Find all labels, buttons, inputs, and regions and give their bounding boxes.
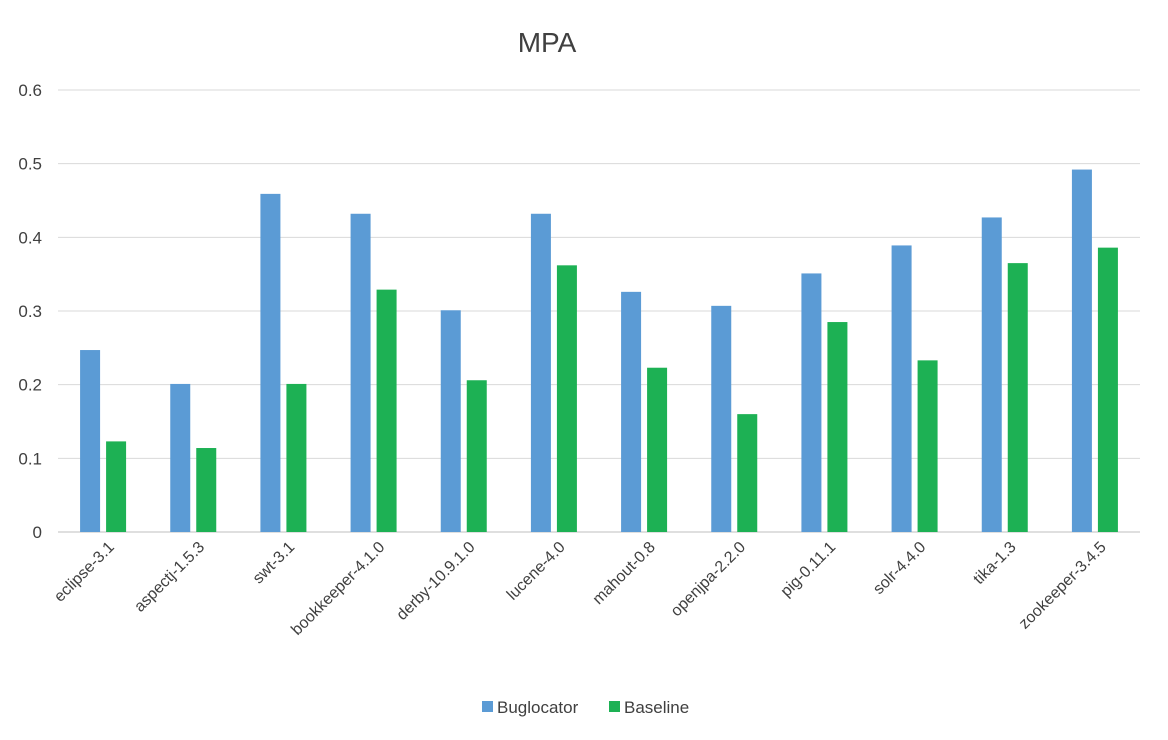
bar-buglocator: [260, 193, 281, 532]
bar-baseline: [1007, 263, 1028, 532]
bar-buglocator: [350, 213, 371, 532]
x-category-label: solr-4.4.0: [870, 539, 929, 598]
grid-lines: [58, 89, 1140, 533]
bar-baseline: [1097, 247, 1118, 532]
x-category-label: aspectj-1.5.3: [131, 539, 208, 616]
y-tick-label: 0.4: [18, 228, 42, 247]
legend: Buglocator Baseline: [482, 698, 689, 717]
bar-buglocator: [981, 217, 1002, 532]
bar-buglocator: [711, 305, 732, 532]
y-tick-label: 0.2: [18, 376, 42, 395]
x-category-label: tika-1.3: [970, 539, 1019, 588]
y-tick-label: 0.3: [18, 302, 42, 321]
bar-baseline: [647, 367, 668, 532]
bar-baseline: [106, 441, 127, 532]
bar-buglocator: [80, 350, 101, 532]
legend-label: Buglocator: [497, 698, 579, 717]
x-category-label: eclipse-3.1: [51, 539, 118, 606]
legend-swatch: [609, 701, 620, 712]
legend-swatch: [482, 701, 493, 712]
bar-baseline: [917, 360, 938, 532]
bar-baseline: [827, 322, 848, 532]
bar-baseline: [556, 265, 577, 532]
y-tick-label: 0: [33, 523, 42, 542]
x-category-label: lucene-4.0: [504, 539, 569, 604]
x-axis-labels: eclipse-3.1 aspectj-1.5.3 swt-3.1bookkeepe…: [51, 539, 1110, 639]
x-category-label: swt-3.1: [250, 539, 299, 588]
bar-buglocator: [440, 310, 461, 532]
x-category-label: mahout-0.8: [590, 539, 659, 608]
bar-baseline: [737, 414, 758, 532]
x-category-label: zookeeper-3.4.5: [1016, 539, 1110, 633]
bar-baseline: [466, 380, 487, 532]
x-category-label: pig-0.11.1: [778, 539, 840, 601]
chart-title: MPA: [518, 27, 577, 58]
y-tick-label: 0.1: [18, 449, 42, 468]
bar-buglocator: [891, 245, 912, 533]
bar-baseline: [376, 289, 397, 532]
bar-buglocator: [530, 213, 551, 532]
bar-baseline: [286, 383, 307, 532]
y-tick-label: 0.6: [18, 81, 42, 100]
bar-buglocator: [801, 273, 822, 532]
x-category-label: openjpa-2.2.0: [668, 539, 749, 620]
y-tick-label: 0.5: [18, 155, 42, 174]
x-category-label: bookkeeper-4.1.0: [288, 539, 388, 639]
bar-group: [80, 169, 1118, 533]
bar-baseline: [196, 448, 217, 532]
y-axis-ticks: 0 0.1 0.2 0.3 0.4 0.5 0.6: [18, 81, 42, 542]
bar-buglocator: [170, 383, 191, 532]
legend-label: Baseline: [624, 698, 689, 717]
bar-buglocator: [1071, 169, 1092, 532]
bar-buglocator: [621, 291, 642, 532]
x-category-label: derby-10.9.1.0: [394, 539, 479, 624]
